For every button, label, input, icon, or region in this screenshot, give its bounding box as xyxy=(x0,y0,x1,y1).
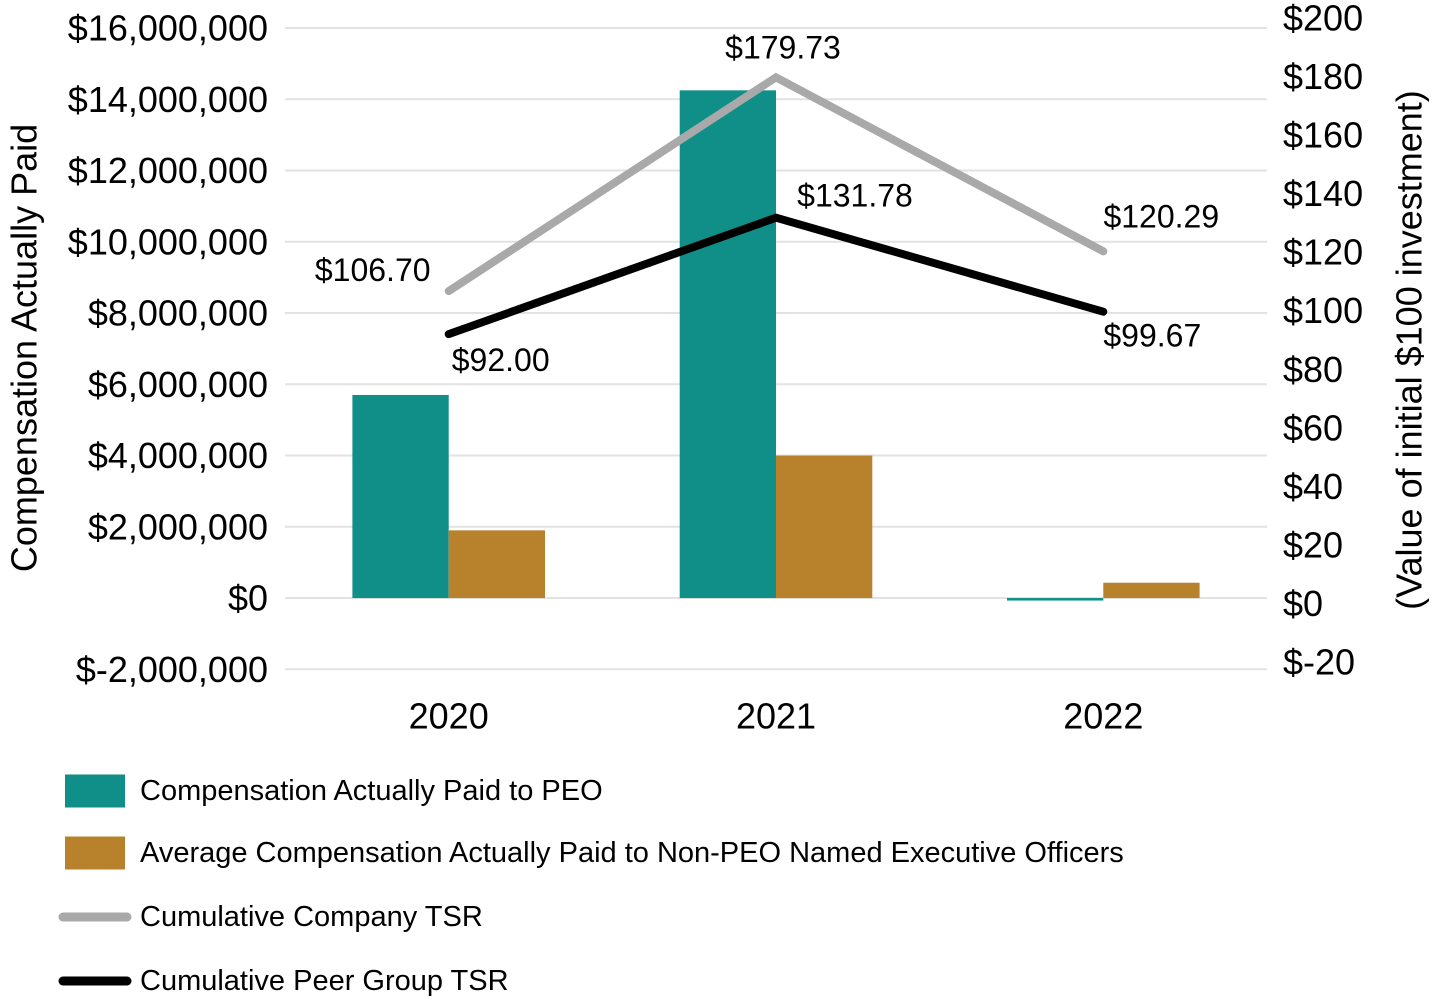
bar-non-peo-2020 xyxy=(448,530,545,599)
x-axis-label-2021: 2021 xyxy=(736,696,816,737)
data-label-company-tsr-2020: $106.70 xyxy=(315,252,431,288)
legend-label-peer-group-tsr: Cumulative Peer Group TSR xyxy=(140,965,509,997)
legend-swatch-peo xyxy=(65,774,125,808)
tsr-lines xyxy=(444,72,1108,339)
right-axis-tick-label: $160 xyxy=(1283,115,1363,156)
left-axis-tick-label: $-2,000,000 xyxy=(76,649,268,690)
legend-item-peer-group-tsr: Cumulative Peer Group TSR xyxy=(58,965,509,997)
left-axis-tick-label: $0 xyxy=(228,578,268,619)
right-axis-tick-label: $200 xyxy=(1283,0,1363,39)
right-axis-tick-label: $-20 xyxy=(1283,642,1355,683)
bar-groups xyxy=(352,90,1200,601)
left-axis-title: Compensation Actually Paid xyxy=(4,124,45,572)
line-company-tsr xyxy=(444,72,1108,296)
bar-peo-2020 xyxy=(352,394,449,599)
bar-peo-2021 xyxy=(679,90,776,599)
left-axis-tick-label: $8,000,000 xyxy=(88,293,268,334)
data-label-company-tsr-2021: $179.73 xyxy=(725,29,841,65)
x-axis-label-2020: 2020 xyxy=(409,696,489,737)
x-axis-label-2022: 2022 xyxy=(1063,696,1143,737)
data-label-peer-group-tsr-2020: $92.00 xyxy=(452,342,550,378)
line-point-labels: $106.70 $179.73 $120.29 $92.00 $131.78 $99.67 xyxy=(315,29,1219,378)
right-axis-tick-label: $120 xyxy=(1283,232,1363,273)
bar-non-peo-2022 xyxy=(1103,582,1200,599)
right-axis-tick-label: $80 xyxy=(1283,349,1343,390)
left-axis-tick-label: $10,000,000 xyxy=(68,221,268,262)
left-axis-tick-label: $16,000,000 xyxy=(68,8,268,49)
left-axis-tick-label: $4,000,000 xyxy=(88,435,268,476)
data-label-company-tsr-2022: $120.29 xyxy=(1103,198,1219,234)
right-axis-tick-labels: $200 $180 $160 $140 $120 $100 $80 $60 $40 $20 $0 $-… xyxy=(1283,0,1363,683)
right-axis-tick-label: $0 xyxy=(1283,583,1323,624)
data-label-peer-group-tsr-2022: $99.67 xyxy=(1103,318,1201,354)
legend-label-non-peo: Average Compensation Actually Paid to No… xyxy=(140,837,1124,869)
data-label-peer-group-tsr-2021: $131.78 xyxy=(797,178,913,214)
right-axis-tick-label: $60 xyxy=(1283,407,1343,448)
legend-swatch-non-peo xyxy=(65,836,125,870)
right-axis-tick-label: $140 xyxy=(1283,173,1363,214)
line-peer-group-tsr xyxy=(444,213,1108,339)
legend-item-non-peo: Average Compensation Actually Paid to No… xyxy=(65,836,1124,870)
right-axis-tick-label: $180 xyxy=(1283,56,1363,97)
left-axis-tick-labels: $16,000,000 $14,000,000 $12,000,000 $10,000… xyxy=(68,8,268,690)
legend-label-company-tsr: Cumulative Company TSR xyxy=(140,901,483,933)
legend-item-peo: Compensation Actually Paid to PEO xyxy=(65,774,603,808)
left-axis-tick-label: $6,000,000 xyxy=(88,364,268,405)
x-axis-category-labels: 2020 2021 2022 xyxy=(409,696,1144,737)
right-axis-tick-label: $100 xyxy=(1283,290,1363,331)
right-axis-tick-label: $40 xyxy=(1283,466,1343,507)
right-axis-title: (Value of initial $100 investment) xyxy=(1389,90,1430,610)
right-axis-tick-label: $20 xyxy=(1283,524,1343,565)
left-axis-tick-label: $14,000,000 xyxy=(68,79,268,120)
legend-item-company-tsr: Cumulative Company TSR xyxy=(58,901,483,933)
legend: Compensation Actually Paid to PEO Average… xyxy=(58,774,1124,997)
bar-non-peo-2021 xyxy=(776,455,873,599)
left-axis-tick-label: $12,000,000 xyxy=(68,150,268,191)
left-axis-tick-label: $2,000,000 xyxy=(88,506,268,547)
bar-peo-2022 xyxy=(1007,598,1104,601)
legend-label-peo: Compensation Actually Paid to PEO xyxy=(140,775,603,807)
